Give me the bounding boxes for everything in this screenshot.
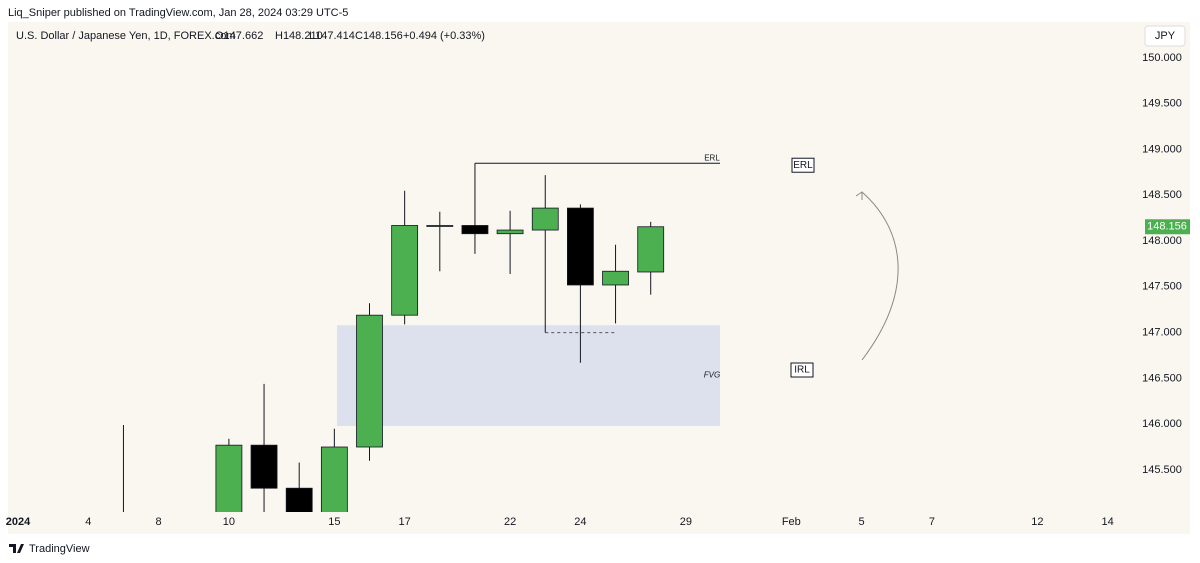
x-tick-label: 17 [399,516,411,528]
ohlc-high: H148.210 [275,30,323,42]
chart-background [8,22,1190,534]
x-tick-label: 24 [574,516,586,528]
y-tick-label: 149.000 [1142,143,1182,155]
x-tick-label: 29 [680,516,692,528]
x-tick-label: 8 [156,516,162,528]
y-tick-label: 149.500 [1142,98,1182,110]
x-tick-label: 15 [328,516,340,528]
candle-body [285,487,313,512]
y-tick-label: 150.000 [1142,52,1182,64]
x-tick-label: 4 [85,516,91,528]
candle-body [320,446,348,512]
y-tick-label: 148.500 [1142,189,1182,201]
ohlc-close: C148.156 [355,30,403,42]
currency[interactable]: JPY [1155,30,1176,42]
fvg-label: FVG [704,371,720,380]
y-tick-label: 146.000 [1142,418,1182,430]
ohlc-low: L147.414 [309,30,355,42]
tag-box [791,157,815,173]
fvg-zone [337,325,720,426]
plot [110,162,720,543]
y-tick-label: 148.000 [1142,235,1182,247]
x-tick-label: 10 [223,516,235,528]
last-price-box [1145,219,1190,235]
ohlc-change: +0.494 (+0.33%) [403,30,485,42]
candle-body [602,270,629,286]
arrow [855,191,899,361]
y-tick-label: 147.500 [1142,281,1182,293]
x-tick-label: Feb [782,516,801,528]
candle-body [215,444,243,512]
x-tick-label: 5 [859,516,865,528]
candle-body [461,225,489,235]
tag-label: ERL [793,160,813,171]
candle-body [531,207,559,231]
x-tick-label: 22 [504,516,516,528]
publisher: Liq_Sniper published on TradingView.com,… [8,7,348,19]
candle-body [356,314,383,448]
candle-body [110,534,136,543]
symbol-title: U.S. Dollar / Japanese Yen, 1D, FOREX.co… [16,30,236,42]
tag-box [790,362,814,378]
y-tick-label: 147.000 [1142,326,1182,338]
last-price: 148.156 [1147,221,1187,233]
candle-body [496,229,524,235]
candle-body [567,207,594,286]
x-tick-label: 2024 [6,516,31,528]
y-tick-label: 146.500 [1142,372,1182,384]
x-tick-label: 14 [1102,516,1114,528]
candle-body [250,444,278,489]
candle-body [426,225,454,227]
tag-label: IRL [794,365,810,376]
currency-box[interactable] [1144,25,1186,47]
brand: TradingView [9,543,90,555]
ohlc-open: O147.662 [215,30,263,42]
x-tick-label: 12 [1031,516,1043,528]
erl-label: ERL [704,153,720,162]
candle-body [391,225,419,316]
candle-body [637,226,665,273]
brand-name: TradingView [29,543,90,555]
x-tick-label: 7 [929,516,935,528]
y-tick-label: 145.500 [1142,464,1182,476]
